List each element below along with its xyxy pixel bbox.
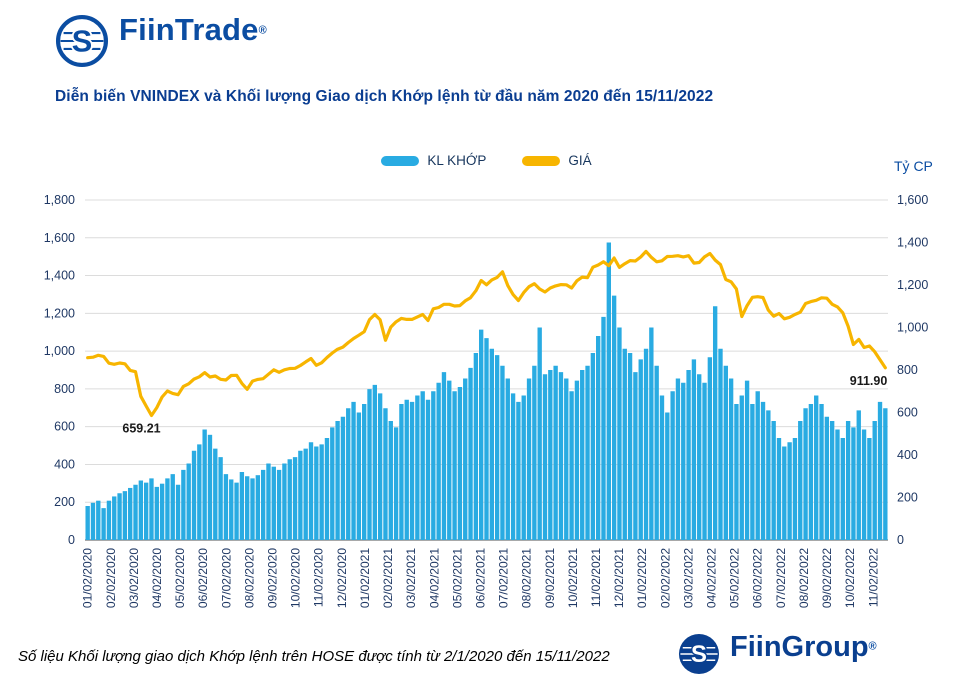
fiintrade-logo-icon: S [55, 14, 109, 68]
svg-text:08/02/2021: 08/02/2021 [520, 548, 534, 608]
price-line [86, 249, 887, 418]
svg-text:08/02/2020: 08/02/2020 [242, 548, 256, 608]
kl-khop-bar-swatch [381, 155, 420, 166]
svg-text:07/02/2022: 07/02/2022 [774, 548, 788, 608]
registered-mark: ® [868, 640, 877, 653]
svg-text:09/02/2022: 09/02/2022 [820, 548, 834, 608]
svg-text:1,000: 1,000 [897, 321, 928, 335]
svg-text:10/02/2020: 10/02/2020 [289, 548, 303, 608]
svg-text:1,000: 1,000 [44, 344, 75, 358]
svg-text:03/02/2020: 03/02/2020 [127, 548, 141, 608]
svg-text:12/02/2021: 12/02/2021 [612, 548, 626, 608]
svg-text:0: 0 [897, 533, 904, 547]
svg-text:01/02/2021: 01/02/2021 [358, 548, 372, 608]
svg-text:800: 800 [54, 382, 75, 396]
fiingroup-logo-icon: S [678, 633, 720, 675]
annotation-659.21: 659.21 [122, 422, 160, 436]
svg-text:01/02/2020: 01/02/2020 [81, 548, 95, 608]
legend-item-gia[interactable]: GIÁ [522, 153, 592, 168]
svg-text:04/02/2022: 04/02/2022 [705, 548, 719, 608]
svg-text:0: 0 [68, 533, 75, 547]
svg-text:07/02/2021: 07/02/2021 [497, 548, 511, 608]
svg-text:09/02/2020: 09/02/2020 [266, 548, 280, 608]
svg-text:11/02/2021: 11/02/2021 [589, 548, 603, 607]
svg-text:S: S [691, 641, 707, 668]
svg-text:05/02/2021: 05/02/2021 [450, 548, 464, 608]
svg-text:1,200: 1,200 [44, 306, 75, 320]
svg-text:1,600: 1,600 [897, 193, 928, 207]
svg-text:400: 400 [54, 457, 75, 471]
annotation-911.90: 911.90 [850, 374, 888, 388]
fiingroup-logo: S FiinGroup® [678, 633, 877, 675]
svg-text:1,600: 1,600 [44, 231, 75, 245]
svg-text:02/02/2022: 02/02/2022 [658, 548, 672, 608]
svg-text:06/02/2021: 06/02/2021 [474, 548, 488, 608]
svg-text:05/02/2020: 05/02/2020 [173, 548, 187, 608]
svg-text:07/02/2020: 07/02/2020 [219, 548, 233, 608]
svg-text:03/02/2021: 03/02/2021 [404, 548, 418, 608]
svg-text:200: 200 [54, 495, 75, 509]
svg-text:1,400: 1,400 [44, 269, 75, 283]
fiintrade-wordmark: FiinTrade [119, 12, 259, 47]
left-axis-labels: 1,800 1,600 1,400 1,200 1,000 800 600 400 200 0 [44, 193, 75, 547]
gia-line-swatch [522, 155, 561, 166]
svg-text:02/02/2021: 02/02/2021 [381, 548, 395, 608]
svg-text:800: 800 [897, 363, 918, 377]
svg-text:12/02/2020: 12/02/2020 [335, 548, 349, 608]
svg-text:200: 200 [897, 491, 918, 505]
svg-text:06/02/2022: 06/02/2022 [751, 548, 765, 608]
svg-text:02/02/2020: 02/02/2020 [104, 548, 118, 608]
svg-text:09/02/2021: 09/02/2021 [543, 548, 557, 608]
fiingroup-wordmark: FiinGroup [730, 631, 869, 663]
registered-mark: ® [258, 24, 267, 37]
svg-text:08/02/2022: 08/02/2022 [797, 548, 811, 608]
x-axis-labels: 01/02/2020 02/02/2020 03/02/2020 04/02/2020… [81, 548, 881, 608]
right-axis-labels: 1,600 1,400 1,200 1,000 800 600 400 200 0 [897, 193, 928, 547]
svg-text:S: S [72, 23, 92, 58]
svg-text:01/02/2022: 01/02/2022 [635, 548, 649, 608]
svg-text:11/02/2020: 11/02/2020 [312, 548, 326, 607]
svg-text:04/02/2021: 04/02/2021 [427, 548, 441, 608]
svg-text:600: 600 [897, 406, 918, 420]
svg-text:1,800: 1,800 [44, 193, 75, 207]
svg-text:11/02/2022: 11/02/2022 [866, 548, 880, 607]
svg-text:04/02/2020: 04/02/2020 [150, 548, 164, 608]
legend-label-kl-khop: KL KHỚP [427, 153, 487, 168]
legend-item-kl-khop[interactable]: KL KHỚP [381, 153, 486, 168]
chart-title: Diễn biến VNINDEX và Khối lượng Giao dịc… [55, 88, 714, 105]
footer-note: Số liệu Khối lượng giao dịch Khớp lệnh t… [18, 648, 610, 665]
chart-legend: KL KHỚP GIÁ [85, 153, 888, 168]
svg-text:06/02/2020: 06/02/2020 [196, 548, 210, 608]
svg-text:1,400: 1,400 [897, 236, 928, 250]
fiintrade-logo: S FiinTrade® [55, 14, 267, 68]
svg-text:05/02/2022: 05/02/2022 [728, 548, 742, 608]
svg-text:400: 400 [897, 448, 918, 462]
right-axis-title: Tỷ CP [894, 158, 933, 174]
svg-text:10/02/2021: 10/02/2021 [566, 548, 580, 608]
svg-text:600: 600 [54, 420, 75, 434]
svg-text:1,200: 1,200 [897, 278, 928, 292]
volume-bars [85, 242, 888, 541]
svg-text:10/02/2022: 10/02/2022 [843, 548, 857, 608]
legend-label-gia: GIÁ [568, 153, 592, 168]
svg-text:03/02/2022: 03/02/2022 [681, 548, 695, 608]
